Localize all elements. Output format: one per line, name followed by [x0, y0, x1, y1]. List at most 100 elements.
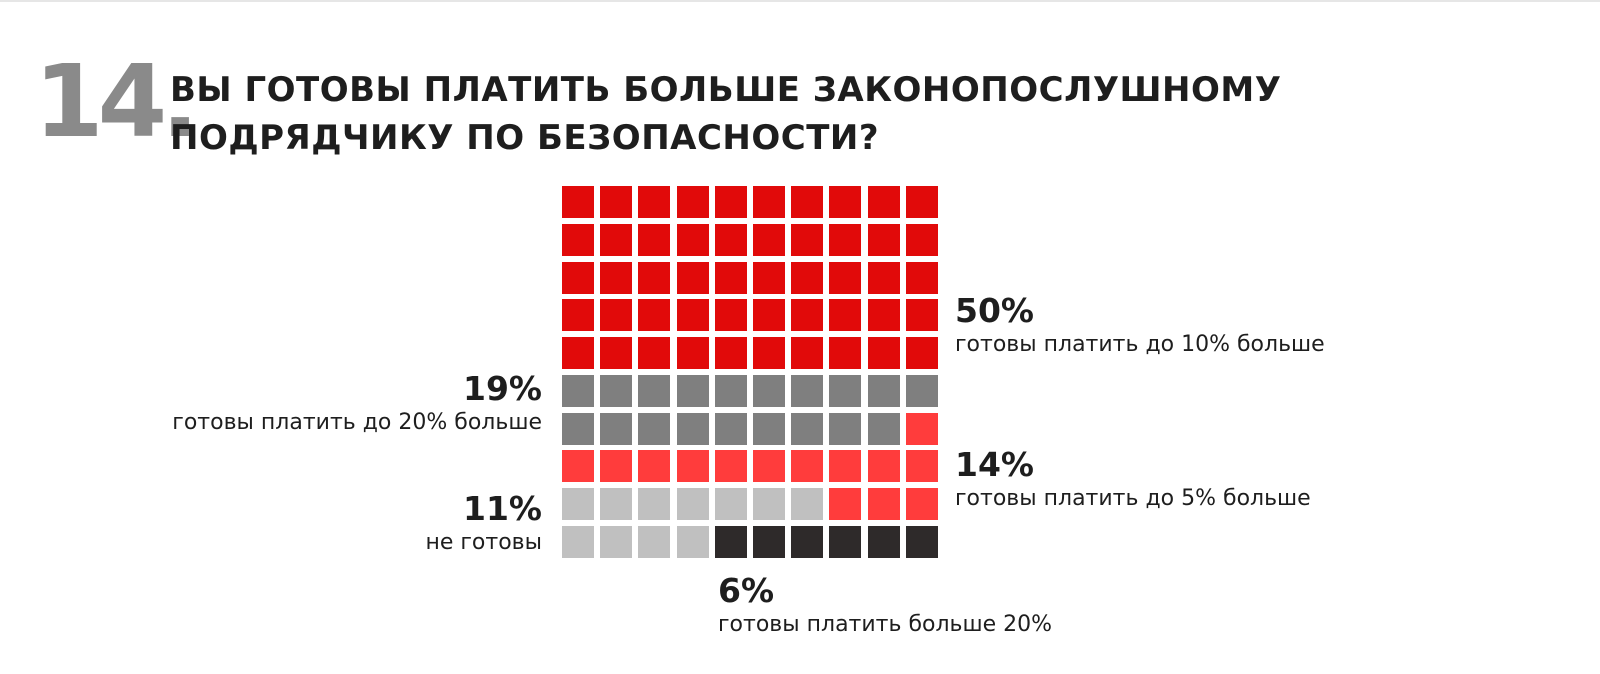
waffle-cell-s50 — [638, 223, 671, 256]
waffle-cell-s6 — [905, 526, 938, 558]
segment-percent-14: 14% — [955, 445, 1034, 484]
waffle-cell-s50 — [791, 223, 824, 256]
waffle-cell-s50 — [791, 261, 824, 294]
waffle-cell-s50 — [638, 337, 671, 370]
waffle-cell-s11 — [562, 488, 594, 521]
waffle-chart — [562, 186, 942, 558]
waffle-cell-s19 — [714, 412, 747, 445]
waffle-cell-s6 — [829, 526, 862, 558]
waffle-cell-s14 — [905, 488, 938, 521]
waffle-cell-s50 — [714, 186, 747, 218]
waffle-cell-s50 — [867, 223, 900, 256]
segment-desc-11: не готовы — [425, 530, 542, 555]
waffle-cell-s50 — [600, 261, 633, 294]
waffle-cell-s50 — [562, 186, 594, 218]
segment-label-6: 6% готовы платить больше 20% — [718, 572, 1052, 640]
waffle-cell-s50 — [753, 261, 785, 294]
waffle-cell-s14 — [714, 450, 747, 483]
waffle-cell-s50 — [829, 223, 862, 256]
waffle-cell-s50 — [753, 223, 785, 256]
waffle-cell-s50 — [829, 299, 862, 332]
waffle-cell-s50 — [867, 186, 900, 218]
waffle-cell-s19 — [638, 374, 671, 407]
waffle-cell-s14 — [638, 450, 671, 483]
waffle-cell-s50 — [905, 261, 938, 294]
waffle-cell-s19 — [676, 374, 709, 407]
waffle-cell-s50 — [562, 223, 594, 256]
waffle-cell-s50 — [753, 299, 785, 332]
top-divider — [0, 0, 1600, 2]
waffle-cell-s50 — [905, 299, 938, 332]
waffle-cell-s11 — [676, 488, 709, 521]
waffle-cell-s14 — [753, 450, 785, 483]
waffle-cell-s50 — [638, 186, 671, 218]
segment-desc-19: готовы платить до 20% больше — [172, 410, 542, 435]
waffle-cell-s50 — [714, 299, 747, 332]
waffle-cell-s14 — [867, 488, 900, 521]
segment-label-14: 14% готовы платить до 5% больше — [955, 446, 1311, 514]
waffle-cell-s50 — [676, 337, 709, 370]
segment-label-50: 50% готовы платить до 10% больше — [955, 292, 1325, 360]
waffle-cell-s6 — [714, 526, 747, 558]
segment-percent-11: 11% — [463, 489, 542, 528]
waffle-cell-s50 — [905, 337, 938, 370]
waffle-cell-s14 — [867, 450, 900, 483]
waffle-cell-s50 — [600, 223, 633, 256]
waffle-cell-s11 — [562, 526, 594, 558]
waffle-cell-s14 — [905, 450, 938, 483]
waffle-cell-s50 — [638, 299, 671, 332]
waffle-cell-s50 — [829, 261, 862, 294]
waffle-cell-s19 — [791, 374, 824, 407]
question-title-line-2: ПОДРЯДЧИКУ ПО БЕЗОПАСНОСТИ? — [170, 118, 880, 158]
waffle-cell-s50 — [905, 186, 938, 218]
waffle-cell-s50 — [562, 299, 594, 332]
waffle-cell-s19 — [829, 374, 862, 407]
waffle-cell-s19 — [714, 374, 747, 407]
waffle-cell-s50 — [867, 261, 900, 294]
waffle-cell-s50 — [714, 261, 747, 294]
waffle-cell-s6 — [753, 526, 785, 558]
waffle-cell-s14 — [829, 450, 862, 483]
waffle-cell-s19 — [829, 412, 862, 445]
waffle-cell-s50 — [600, 299, 633, 332]
waffle-cell-s50 — [600, 186, 633, 218]
waffle-cell-s14 — [600, 450, 633, 483]
waffle-cell-s50 — [791, 337, 824, 370]
waffle-cell-s19 — [753, 412, 785, 445]
waffle-cell-s19 — [600, 374, 633, 407]
waffle-cell-s11 — [676, 526, 709, 558]
waffle-cell-s19 — [753, 374, 785, 407]
waffle-cell-s50 — [676, 261, 709, 294]
segment-desc-6: готовы платить больше 20% — [718, 612, 1053, 637]
waffle-cell-s19 — [867, 374, 900, 407]
waffle-cell-s50 — [753, 337, 785, 370]
waffle-cell-s50 — [829, 186, 862, 218]
segment-desc-50: готовы платить до 10% больше — [955, 332, 1325, 357]
waffle-cell-s50 — [829, 337, 862, 370]
waffle-cell-s14 — [562, 450, 594, 483]
question-number: 14. — [34, 43, 199, 160]
question-title: ВЫ ГОТОВЫ ПЛАТИТЬ БОЛЬШЕ ЗАКОНОПОСЛУШНОМ… — [170, 66, 1370, 162]
waffle-cell-s14 — [676, 450, 709, 483]
waffle-cell-s50 — [600, 337, 633, 370]
segment-label-19: 19% готовы платить до 20% больше — [172, 370, 542, 438]
waffle-cell-s11 — [638, 488, 671, 521]
waffle-cell-s11 — [600, 526, 633, 558]
waffle-cell-s50 — [905, 223, 938, 256]
waffle-cell-s11 — [714, 488, 747, 521]
waffle-cell-s50 — [753, 186, 785, 218]
waffle-cell-s19 — [867, 412, 900, 445]
waffle-cell-s11 — [600, 488, 633, 521]
segment-percent-6: 6% — [718, 571, 775, 610]
waffle-cell-s50 — [676, 223, 709, 256]
waffle-cell-s6 — [867, 526, 900, 558]
waffle-cell-s14 — [829, 488, 862, 521]
waffle-cell-s19 — [791, 412, 824, 445]
waffle-cell-s19 — [562, 374, 594, 407]
waffle-cell-s50 — [867, 337, 900, 370]
waffle-cell-s11 — [638, 526, 671, 558]
question-title-line-1: ВЫ ГОТОВЫ ПЛАТИТЬ БОЛЬШЕ ЗАКОНОПОСЛУШНОМ… — [170, 70, 1282, 110]
waffle-cell-s14 — [791, 450, 824, 483]
segment-label-11: 11% не готовы — [425, 490, 542, 558]
waffle-cell-s14 — [905, 412, 938, 445]
